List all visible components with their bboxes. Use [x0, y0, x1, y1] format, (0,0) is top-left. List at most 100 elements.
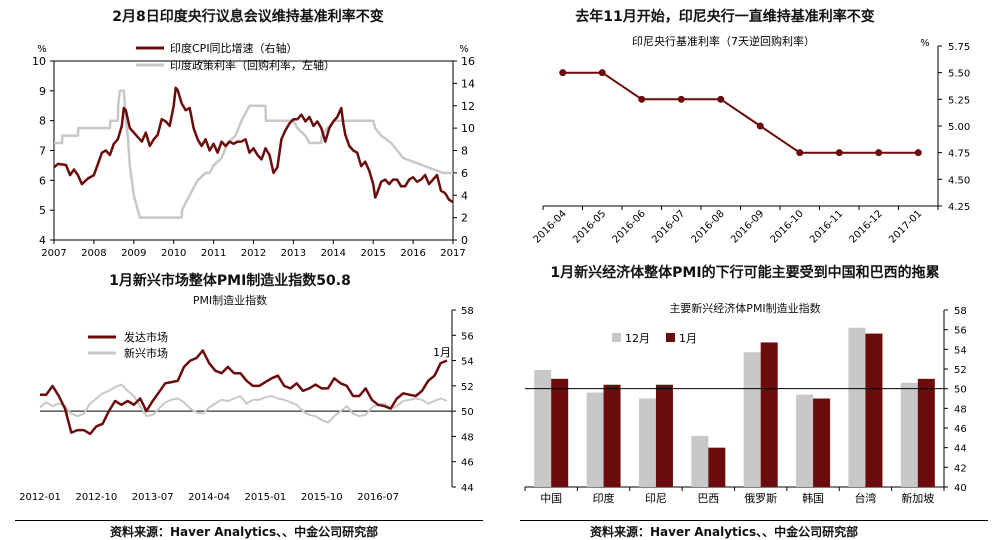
indonesia-y-tick-label: 5.25: [948, 95, 970, 106]
india-right-tick-label: 10: [461, 122, 475, 135]
pmi-x-tick-label: 2012-10: [75, 492, 117, 503]
pmi-y-tick-label: 56: [461, 331, 474, 342]
indonesia-x-tick-label: 2016-04: [532, 208, 569, 245]
pmi-countries-x-tick-label: 新加坡: [901, 491, 934, 505]
india-right-tick-label: 8: [461, 145, 468, 158]
pmi-countries-x-tick-label: 中国: [540, 492, 562, 505]
pmi-countries-legend-jan-label: 1月: [679, 332, 697, 345]
india-legend-policy-label: 印度政策利率（回购利率，左轴）: [170, 58, 335, 72]
pmi-countries-x-tick-label: 印度: [593, 491, 615, 505]
indonesia-x-tick-label: 2017-01: [887, 208, 924, 245]
pmi-countries-bar-dec: [796, 394, 814, 487]
indonesia-rate-point: [796, 149, 804, 157]
india-left-tick-label: 7: [39, 145, 46, 158]
india-x-tick-label: 2015: [360, 248, 385, 259]
pmi-countries-x-tick-label: 俄罗斯: [744, 492, 777, 505]
source-right: 资料来源：Haver Analytics、、中金公司研究部: [590, 525, 859, 539]
indonesia-y-tick-label: 4.25: [948, 202, 970, 213]
pmi-countries-y-tick-label: 56: [954, 326, 967, 337]
indonesia-rate-point: [677, 95, 685, 103]
pmi-countries-bar-jan: [760, 342, 778, 487]
indonesia-rate-point: [756, 122, 764, 130]
pmi-countries-legend-jan-swatch: [666, 333, 675, 342]
pmi-countries-bar-dec: [638, 398, 656, 487]
pmi-annotation: 1月: [433, 346, 451, 359]
source-rule-left: [15, 520, 483, 521]
indonesia-rate-point: [559, 69, 567, 77]
pmi-countries-y-tick-label: 58: [954, 306, 967, 317]
india-x-tick-label: 2010: [161, 248, 186, 259]
india-policy-rate-line: [54, 89, 453, 219]
pmi-legend-emerging-label: 新兴市场: [124, 346, 168, 360]
pmi-developed-line: [40, 349, 448, 436]
indonesia-rate-point: [914, 149, 922, 157]
pmi-countries-y-tick-label: 44: [954, 444, 967, 455]
india-left-tick-label: 10: [32, 55, 46, 68]
indonesia-x-tick-label: 2016-09: [729, 208, 766, 245]
pmi-countries-bar-jan: [603, 384, 621, 487]
india-left-tick-label: 8: [39, 115, 46, 128]
indonesia-rate-point: [598, 69, 606, 77]
indonesia-x-tick-label: 2016-05: [571, 208, 608, 245]
indonesia-x-tick-label: 2016-08: [690, 208, 727, 245]
indonesia-rate-line: [562, 71, 919, 154]
pmi-countries-x-tick-label: 印尼: [645, 492, 667, 505]
source-left: 资料来源：Haver Analytics、、中金公司研究部: [110, 525, 379, 539]
pmi-y-tick-label: 48: [461, 432, 474, 443]
pmi-y-tick-label: 46: [461, 458, 474, 469]
pmi-countries-bar-dec: [900, 382, 918, 487]
india-left-tick-label: 6: [39, 174, 46, 187]
india-right-tick-label: 14: [461, 77, 475, 90]
pmi-countries-bar-jan: [655, 384, 673, 487]
pmi-countries-legend-dec-swatch: [612, 333, 621, 342]
indonesia-rate-point: [638, 95, 646, 103]
indonesia-rate-point: [875, 149, 883, 157]
india-chart-title: 2月8日印度央行议息会议维持基准利率不变: [112, 9, 384, 25]
pmi-countries-y-tick-label: 46: [954, 424, 967, 435]
india-right-unit: %: [459, 44, 469, 55]
pmi-x-tick-label: 2015-10: [301, 492, 343, 503]
india-x-tick-label: 2007: [41, 248, 66, 259]
india-x-tick-label: 2012: [241, 248, 266, 259]
pmi-x-tick-label: 2014-04: [188, 492, 230, 503]
pmi-y-tick-label: 52: [461, 382, 474, 393]
pmi-chart-subtitle: PMI制造业指数: [192, 294, 268, 307]
indonesia-y-tick-label: 4.75: [948, 149, 970, 160]
india-legend-cpi-label: 印度CPI同比增速（右轴）: [170, 41, 298, 55]
indonesia-x-tick-label: 2016-07: [650, 208, 687, 245]
india-right-tick-label: 12: [461, 100, 475, 113]
pmi-countries-y-tick-label: 42: [954, 463, 967, 474]
pmi-countries-chart-subtitle: 主要新兴经济体PMI制造业指数: [669, 302, 821, 315]
pmi-countries-bar-dec: [586, 392, 604, 487]
pmi-x-tick-label: 2016-07: [357, 492, 399, 503]
indonesia-rate-point: [717, 95, 725, 103]
pmi-countries-x-tick-label: 台湾: [854, 491, 876, 505]
india-cpi-line: [53, 86, 454, 204]
indonesia-unit: %: [920, 38, 930, 49]
indonesia-x-tick-label: 2016-11: [808, 208, 845, 245]
pmi-x-tick-label: 2013-07: [132, 492, 174, 503]
pmi-legend-developed-label: 发达市场: [124, 330, 168, 344]
india-x-tick-label: 2011: [201, 248, 226, 259]
source-rule-right: [520, 520, 988, 521]
indonesia-y-tick-label: 4.50: [948, 175, 970, 186]
pmi-countries-x-tick-label: 巴西: [697, 492, 719, 505]
pmi-countries-x-tick-label: 韩国: [802, 491, 824, 505]
indonesia-x-tick-label: 2016-12: [848, 208, 885, 245]
pmi-y-tick-label: 58: [461, 306, 474, 317]
pmi-countries-y-tick-label: 50: [954, 385, 967, 396]
pmi-countries-bar-dec: [691, 435, 709, 487]
india-x-tick-label: 2009: [121, 248, 146, 259]
india-right-tick-label: 2: [461, 212, 468, 225]
pmi-countries-y-tick-label: 40: [954, 483, 967, 494]
pmi-countries-bar-dec: [848, 327, 866, 487]
pmi-countries-bar-dec: [743, 352, 761, 487]
india-x-tick-label: 2014: [321, 248, 346, 259]
india-left-unit: %: [37, 44, 47, 55]
pmi-countries-bar-dec: [534, 369, 552, 487]
pmi-countries-bar-jan: [551, 378, 569, 487]
pmi-countries-y-tick-label: 52: [954, 365, 967, 376]
pmi-x-tick-label: 2015-01: [245, 492, 287, 503]
pmi-y-tick-label: 54: [461, 357, 474, 368]
